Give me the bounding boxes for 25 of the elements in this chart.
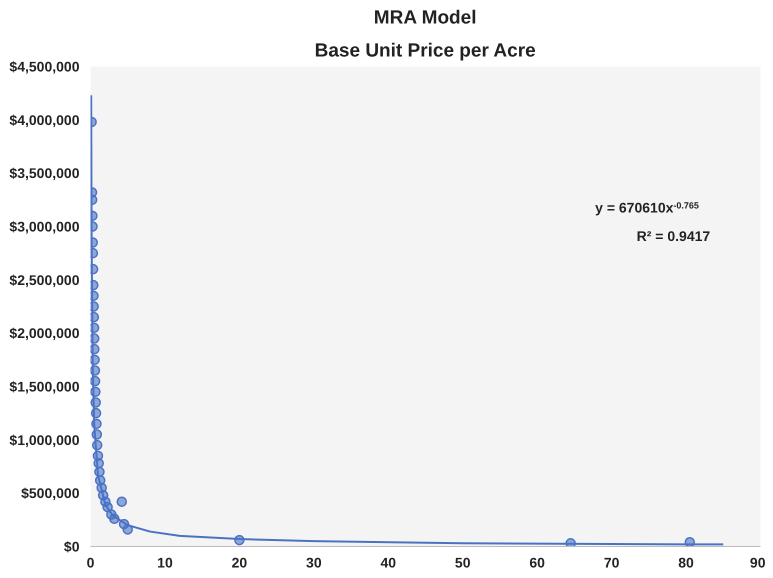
y-tick-label: $0 <box>64 538 80 554</box>
y-tick-label: $2,000,000 <box>9 325 80 342</box>
line-series <box>90 94 724 546</box>
y-tick-label: $3,500,000 <box>9 165 80 182</box>
y-tick-label: $500,000 <box>21 485 80 502</box>
y-tick-label: $3,000,000 <box>9 218 80 234</box>
y-tick-label: $4,500,000 <box>9 58 80 74</box>
annotation: R² = 0.9417 <box>636 228 710 244</box>
point <box>116 496 128 507</box>
chart-title: MRA Model <box>374 8 477 28</box>
x-tick-label: 30 <box>306 554 322 570</box>
y-tick-label: $1,500,000 <box>9 378 80 394</box>
x-tick-label: 40 <box>380 554 396 570</box>
y-tick-label: $1,000,000 <box>9 432 80 448</box>
x-tick-label: 50 <box>454 554 471 570</box>
x-tick-label: 0 <box>86 554 95 570</box>
chart-subtitle: Base Unit Price per Acre <box>314 40 536 62</box>
x-tick-label: 80 <box>678 554 694 570</box>
x-tick-label: 10 <box>157 554 173 570</box>
x-tick-label: 60 <box>529 554 546 570</box>
x-tick-label: 90 <box>750 554 766 570</box>
y-tick-label: $2,500,000 <box>9 272 80 288</box>
y-tick-label: $4,000,000 <box>9 112 80 128</box>
x-tick-label: 70 <box>604 554 620 570</box>
x-tick-label: 20 <box>232 554 248 570</box>
